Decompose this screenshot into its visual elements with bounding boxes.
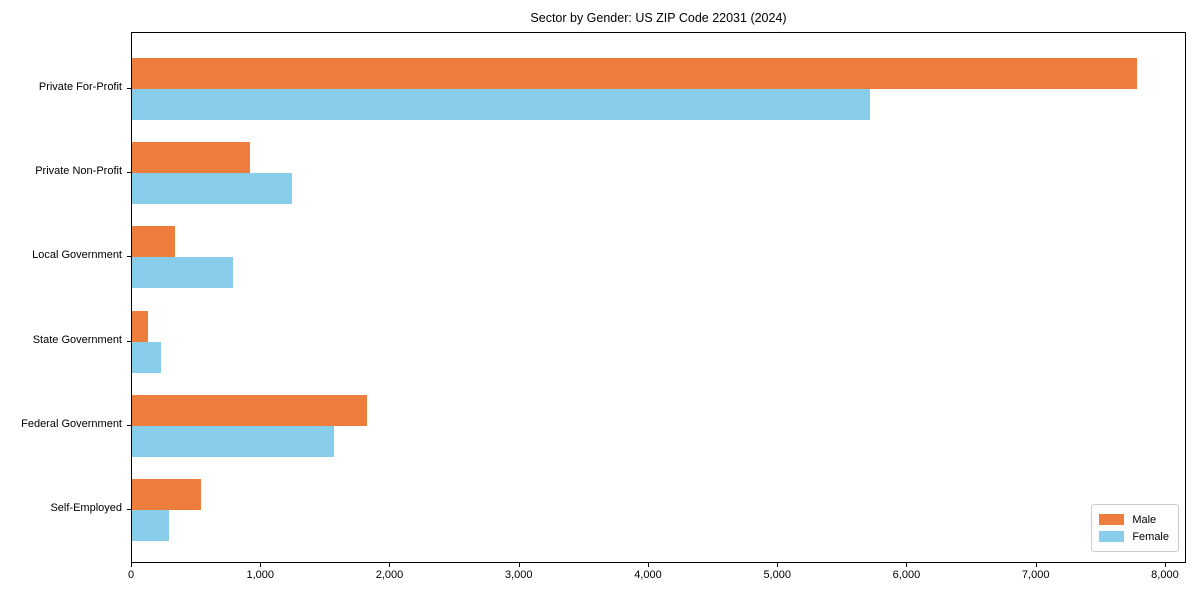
y-tick-mark	[127, 88, 131, 89]
bar-male-private-non-profit	[132, 142, 250, 174]
x-tick-label-7000: 7,000	[1021, 569, 1050, 581]
bar-female-local-government	[132, 257, 233, 289]
legend-swatch-female	[1099, 531, 1125, 542]
chart-title: Sector by Gender: US ZIP Code 22031 (202…	[530, 11, 787, 25]
x-tick-mark	[389, 563, 391, 567]
x-tick-mark	[647, 563, 649, 567]
x-tick-mark	[260, 563, 262, 567]
legend-label-male: Male	[1132, 513, 1157, 526]
x-tick-label-2000: 2,000	[375, 569, 404, 581]
y-axis-label-state-government: State Government	[32, 333, 122, 346]
bar-male-private-for-profit	[132, 58, 1137, 89]
plot-area: Male Female	[131, 32, 1186, 563]
x-tick-mark	[777, 563, 779, 567]
bar-female-private-non-profit	[132, 173, 292, 205]
x-tick-mark	[518, 563, 520, 567]
bar-male-federal-government	[132, 394, 367, 426]
y-axis-label-private-non-profit: Private Non-Profit	[35, 165, 122, 178]
x-tick-label-0: 0	[127, 569, 135, 581]
bar-female-federal-government	[132, 425, 334, 457]
bar-male-state-government	[132, 310, 148, 342]
y-tick-mark	[127, 256, 131, 258]
legend-label-female: Female	[1132, 530, 1169, 543]
x-tick-label-3000: 3,000	[504, 569, 533, 581]
x-tick-mark	[906, 563, 908, 567]
y-axis-label-federal-government: Federal Government	[21, 417, 122, 430]
y-tick-mark	[127, 172, 131, 174]
x-tick-mark	[1164, 563, 1166, 567]
x-tick-label-8000: 8,000	[1151, 569, 1179, 581]
x-tick-mark	[1035, 563, 1037, 567]
x-tick-mark	[131, 563, 132, 567]
x-tick-label-6000: 6,000	[892, 569, 921, 581]
y-tick-mark	[127, 340, 131, 342]
y-axis-label-self-employed: Self-Employed	[50, 502, 122, 514]
x-tick-label-5000: 5,000	[763, 569, 791, 581]
legend-row-female: Female	[1099, 528, 1169, 545]
x-tick-label-4000: 4,000	[634, 569, 662, 581]
y-axis-label-local-government: Local Government	[32, 249, 122, 262]
y-tick-mark	[127, 509, 131, 510]
bar-female-self-employed	[132, 510, 169, 541]
y-axis-label-private-for-profit: Private For-Profit	[38, 81, 122, 93]
bar-female-private-for-profit	[132, 89, 870, 120]
x-tick-label-1000: 1,000	[246, 569, 274, 581]
y-tick-mark	[127, 424, 131, 426]
legend-row-male: Male	[1099, 511, 1169, 528]
bar-female-state-government	[132, 341, 161, 373]
legend-swatch-male	[1099, 514, 1125, 525]
legend: Male Female	[1091, 504, 1179, 552]
bar-male-local-government	[132, 226, 175, 258]
bar-male-self-employed	[132, 479, 201, 510]
